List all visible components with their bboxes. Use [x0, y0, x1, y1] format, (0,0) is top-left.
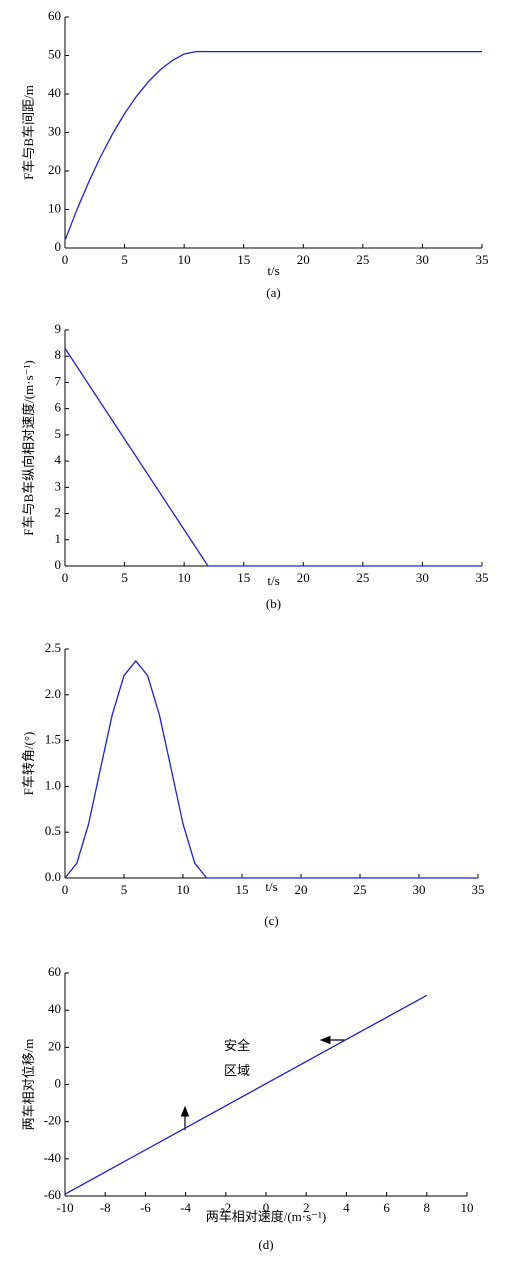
x-axis-label: t/s	[267, 263, 279, 278]
y-tick-label: 50	[48, 46, 61, 61]
y-tick-label: 8	[55, 347, 62, 362]
x-tick-label: -4	[180, 1200, 191, 1215]
y-tick-label: 60	[48, 8, 61, 23]
y-axis-label: 两车相对位移/m	[21, 1039, 36, 1131]
y-tick-label: 20	[48, 1038, 61, 1053]
y-tick-label: 7	[55, 373, 62, 388]
annotation: 安全	[224, 1038, 250, 1053]
x-tick-label: 10	[178, 570, 191, 585]
y-tick-label: 2.0	[45, 686, 61, 701]
arrow-head	[319, 1035, 331, 1045]
x-tick-label: 0	[263, 1200, 270, 1215]
y-tick-label: 2	[55, 505, 62, 520]
y-axis-label: F车与B车间距/m	[21, 85, 36, 180]
y-axis-label: F车与B车纵向相对速度/(m·s⁻¹)	[21, 360, 36, 535]
x-tick-label: 15	[237, 252, 250, 267]
x-tick-label: 30	[416, 570, 429, 585]
y-tick-label: 5	[55, 426, 62, 441]
x-tick-label: -2	[220, 1200, 231, 1215]
y-tick-label: 6	[55, 400, 62, 415]
y-tick-label: 0	[55, 557, 62, 572]
x-tick-label: 35	[472, 882, 485, 897]
x-tick-label: 10	[178, 252, 191, 267]
y-tick-label: 2.5	[45, 640, 61, 655]
arrow-head	[180, 1105, 190, 1117]
x-tick-label: 20	[295, 882, 308, 897]
y-tick-label: 1.0	[45, 777, 61, 792]
x-tick-label: 25	[356, 252, 369, 267]
caption: (d)	[258, 1237, 273, 1252]
x-tick-label: 5	[121, 570, 128, 585]
x-tick-label: -10	[56, 1200, 73, 1215]
y-tick-label: 3	[55, 478, 62, 493]
x-tick-label: 20	[297, 570, 310, 585]
y-tick-label: 4	[55, 452, 62, 467]
y-axis-label: F车转角/(°)	[21, 732, 36, 796]
x-tick-label: -8	[100, 1200, 111, 1215]
y-tick-label: 20	[48, 162, 61, 177]
x-tick-label: 15	[237, 570, 250, 585]
x-tick-label: 10	[461, 1200, 474, 1215]
x-axis-label: t/s	[265, 879, 277, 894]
x-tick-label: 2	[303, 1200, 310, 1215]
x-tick-label: -6	[140, 1200, 151, 1215]
data-line	[64, 51, 482, 241]
data-line	[64, 994, 428, 1195]
y-tick-label: 40	[48, 85, 61, 100]
caption: (a)	[266, 285, 280, 300]
y-tick-label: 30	[48, 123, 61, 138]
data-line	[64, 659, 478, 879]
caption: (c)	[264, 913, 278, 928]
y-tick-label: 0.5	[45, 823, 61, 838]
x-tick-label: 0	[62, 570, 69, 585]
x-tick-label: 10	[177, 882, 190, 897]
x-tick-label: 20	[297, 252, 310, 267]
x-tick-label: 30	[413, 882, 426, 897]
x-tick-label: 35	[476, 570, 489, 585]
x-tick-label: 6	[383, 1200, 390, 1215]
x-tick-label: 8	[424, 1200, 431, 1215]
x-tick-label: 0	[62, 252, 69, 267]
y-tick-label: 9	[55, 321, 62, 336]
y-tick-label: 1	[55, 531, 62, 546]
x-tick-label: 4	[343, 1200, 350, 1215]
data-line	[64, 348, 482, 567]
x-tick-label: 5	[121, 882, 128, 897]
x-tick-label: 30	[416, 252, 429, 267]
y-tick-label: 0.0	[45, 869, 61, 884]
x-tick-label: 0	[62, 882, 69, 897]
x-tick-label: 35	[476, 252, 489, 267]
y-tick-label: -20	[44, 1113, 61, 1128]
y-tick-label: 1.5	[45, 732, 61, 747]
y-tick-label: 60	[48, 964, 61, 979]
annotation: 区域	[224, 1063, 250, 1078]
x-tick-label: 25	[356, 570, 369, 585]
arrows	[180, 1035, 345, 1130]
x-axis-label: 两车相对速度/(m·s⁻¹)	[206, 1209, 327, 1224]
y-tick-label: 10	[48, 200, 61, 215]
y-tick-label: -60	[44, 1187, 61, 1202]
x-tick-label: 25	[354, 882, 367, 897]
x-tick-label: 5	[121, 252, 128, 267]
x-tick-label: 15	[236, 882, 249, 897]
x-axis-label: t/s	[267, 573, 279, 588]
y-tick-label: 40	[48, 1001, 61, 1016]
y-tick-label: -40	[44, 1150, 61, 1165]
caption: (b)	[266, 596, 281, 611]
y-tick-label: 0	[55, 239, 62, 254]
y-tick-label: 0	[55, 1075, 62, 1090]
